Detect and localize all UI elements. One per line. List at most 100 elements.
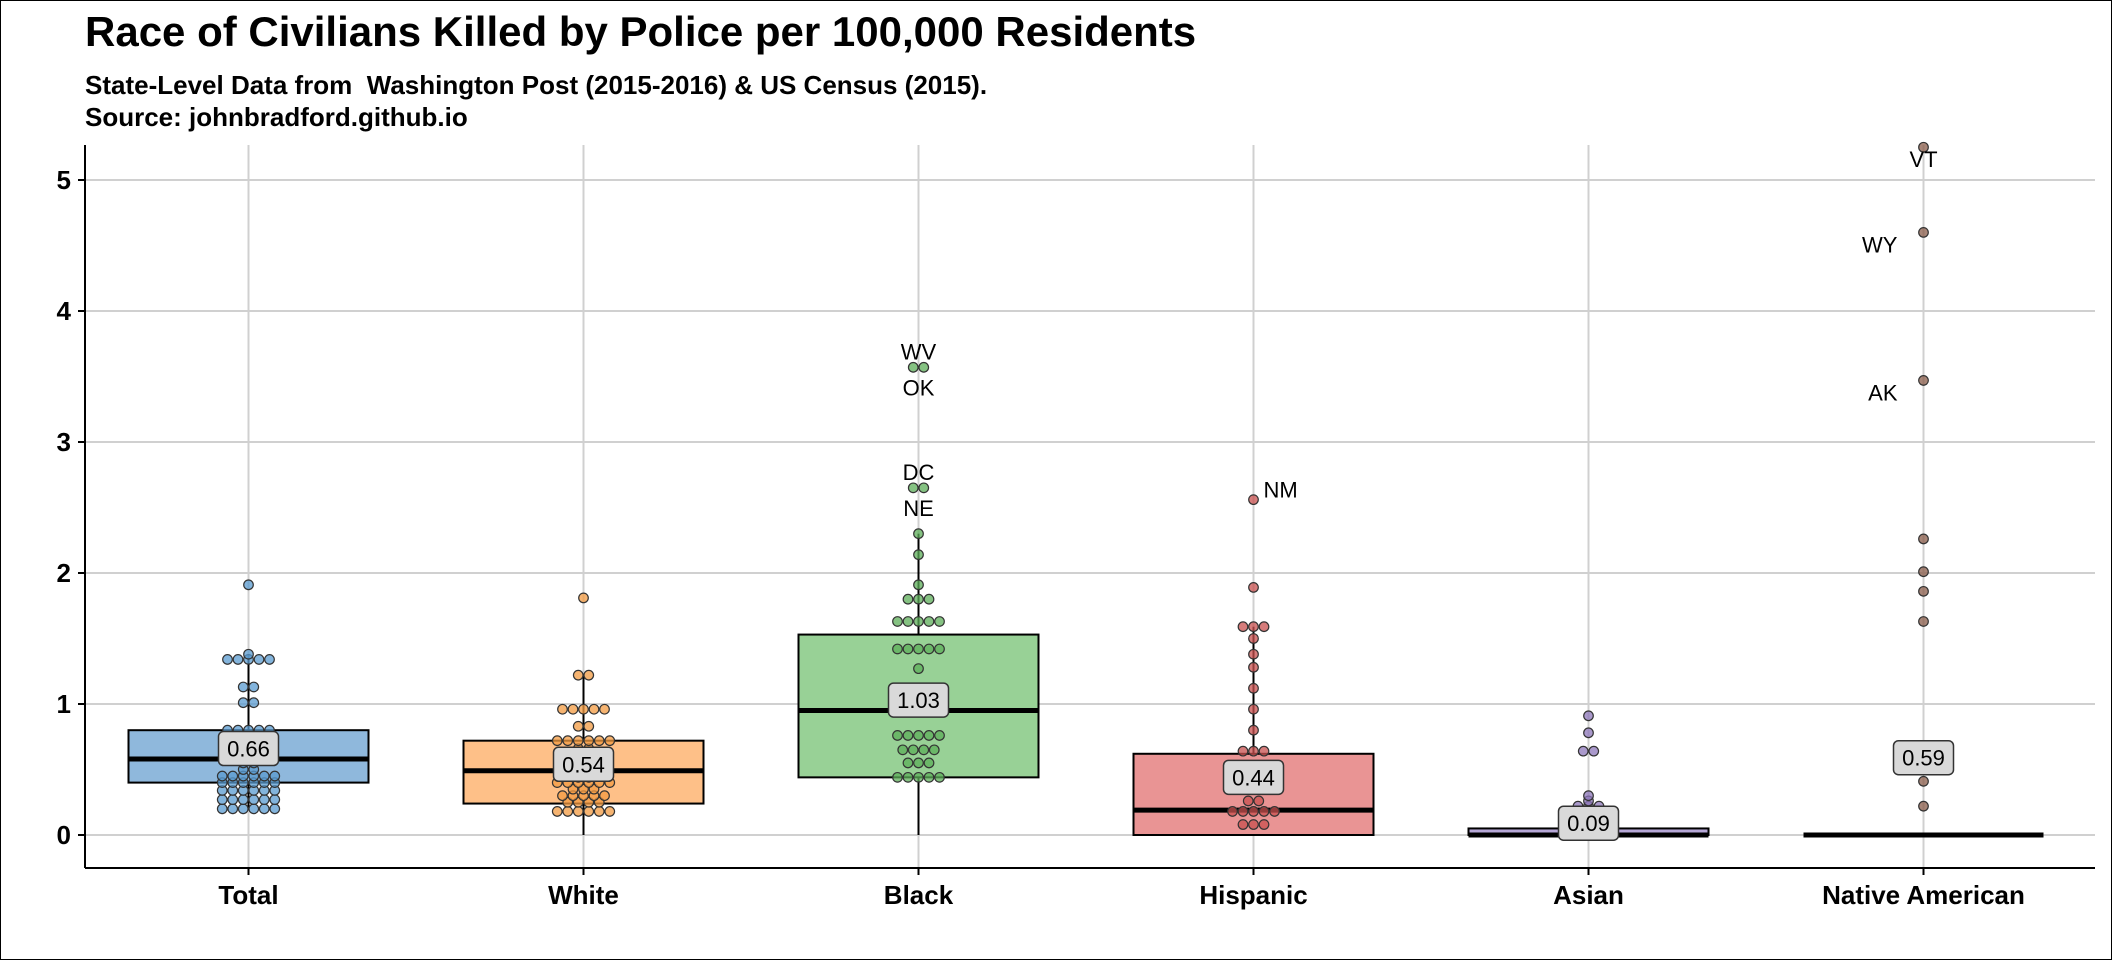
data-point — [934, 616, 945, 627]
data-point — [237, 803, 249, 815]
data-point — [934, 771, 945, 783]
point-label: WV — [901, 339, 937, 364]
data-point — [1583, 790, 1594, 802]
data-point — [1258, 806, 1270, 817]
data-point — [902, 643, 914, 655]
data-point — [918, 482, 930, 494]
data-point — [1588, 745, 1600, 757]
point-label: WY — [1862, 232, 1898, 257]
data-point — [567, 703, 579, 715]
data-point — [572, 720, 584, 732]
data-point — [1918, 800, 1929, 812]
data-point — [902, 757, 914, 769]
data-point — [913, 771, 924, 783]
mean-label: 0.59 — [1902, 746, 1945, 771]
x-tick-label: Black — [884, 880, 954, 910]
data-point — [907, 744, 919, 756]
y-tick-label: 5 — [57, 165, 71, 195]
data-point — [583, 735, 595, 747]
data-point — [902, 616, 914, 627]
data-point — [923, 730, 935, 741]
data-point — [892, 730, 903, 741]
data-point — [1918, 226, 1929, 238]
mean-label: 1.03 — [897, 688, 940, 713]
point-label: AK — [1868, 380, 1898, 405]
data-point — [1918, 616, 1929, 627]
chart-subtitle: State-Level Data from Washington Post (2… — [85, 69, 987, 133]
data-point — [1248, 724, 1259, 736]
data-point — [934, 730, 945, 741]
data-point — [913, 730, 924, 741]
data-point — [1248, 806, 1259, 817]
data-point — [913, 643, 924, 655]
data-point — [1918, 375, 1929, 386]
data-point — [1918, 141, 1929, 153]
mean-label-box — [1557, 805, 1620, 841]
subtitle-line-1: State-Level Data from Washington Post (2… — [85, 70, 988, 100]
x-tick-label: Hispanic — [1199, 880, 1307, 910]
data-point — [1269, 806, 1280, 817]
y-tick-label: 2 — [57, 558, 71, 588]
data-point — [237, 681, 249, 693]
data-point — [588, 703, 600, 715]
data-point — [1918, 775, 1929, 787]
data-point — [562, 735, 574, 747]
data-point — [1258, 819, 1270, 830]
data-point — [599, 790, 610, 802]
data-point — [1248, 819, 1259, 830]
data-point — [604, 735, 616, 747]
data-point — [237, 794, 249, 806]
data-point — [934, 643, 945, 655]
data-point — [248, 803, 260, 815]
data-point — [1253, 795, 1265, 807]
data-point — [222, 654, 233, 665]
mean-label-box — [1222, 759, 1285, 796]
data-point — [269, 794, 281, 806]
data-point — [557, 703, 568, 715]
data-point — [232, 654, 244, 665]
data-point — [902, 771, 914, 783]
data-point — [248, 794, 260, 806]
data-point — [237, 697, 249, 709]
data-point — [248, 697, 260, 709]
data-point — [1248, 494, 1259, 506]
data-point — [227, 794, 239, 806]
subtitle-line-2: Source: johnbradford.github.io — [85, 102, 468, 132]
data-point — [578, 703, 589, 715]
mean-label: 0.54 — [562, 752, 605, 777]
point-label: OK — [903, 375, 935, 400]
data-point — [269, 770, 281, 782]
data-point — [923, 593, 935, 605]
data-point — [1237, 806, 1249, 817]
data-point — [902, 730, 914, 741]
data-point — [1258, 621, 1270, 633]
mean-label: 0.66 — [227, 737, 270, 762]
data-point — [923, 771, 935, 783]
data-point — [604, 806, 616, 817]
data-point — [572, 806, 584, 817]
data-point — [583, 669, 595, 681]
data-point — [1237, 819, 1249, 830]
data-point — [243, 648, 254, 660]
data-point — [258, 770, 270, 782]
data-point — [216, 770, 228, 782]
data-point — [913, 528, 924, 540]
data-point — [923, 643, 935, 655]
data-point — [578, 592, 589, 604]
data-point — [913, 593, 924, 605]
data-point — [1248, 633, 1259, 644]
y-tick-label: 3 — [57, 427, 71, 457]
data-point — [928, 744, 940, 756]
data-point — [551, 806, 563, 817]
data-point — [1583, 727, 1594, 739]
data-point — [918, 744, 930, 756]
data-point — [557, 790, 568, 802]
data-point — [913, 579, 924, 591]
data-point — [1918, 585, 1929, 597]
mean-label: 0.09 — [1567, 811, 1610, 836]
data-point — [907, 361, 919, 373]
data-point — [593, 806, 605, 817]
y-tick-label: 0 — [57, 820, 71, 850]
data-point — [1918, 566, 1929, 578]
